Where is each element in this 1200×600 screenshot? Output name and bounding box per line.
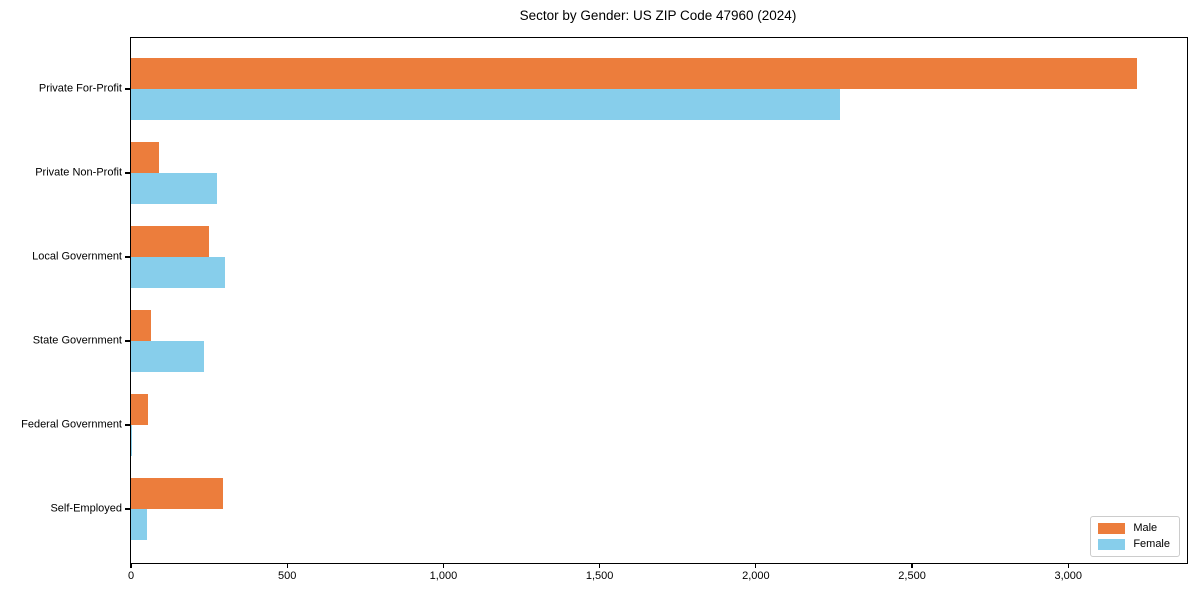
y-tick-label-private-for-profit: Private For-Profit (38, 82, 122, 95)
bar-female-federal-government (131, 425, 132, 456)
y-tick-label-private-non-profit: Private Non-Profit (35, 166, 122, 179)
x-tick-label: 1,000 (429, 570, 458, 582)
x-tick-mark (755, 563, 757, 568)
bar-male-private-non-profit (131, 142, 160, 173)
y-tick-mark (124, 424, 130, 426)
y-tick-mark (124, 340, 130, 342)
x-tick-mark (599, 563, 601, 568)
bar-female-local-government (131, 257, 225, 288)
legend: Male Female (1090, 516, 1180, 557)
x-tick-label: 0 (127, 570, 135, 582)
x-tick-label: 2,000 (742, 570, 770, 582)
x-tick-mark (1067, 563, 1069, 568)
legend-label: Male (1133, 522, 1158, 534)
bar-female-state-government (131, 341, 205, 372)
bar-male-state-government (131, 310, 152, 341)
bar-male-local-government (131, 226, 210, 257)
y-tick-label-federal-government: Federal Government (21, 418, 122, 431)
chart-title: Sector by Gender: US ZIP Code 47960 (202… (519, 8, 797, 23)
x-tick-label: 2,500 (898, 570, 926, 582)
y-tick-mark (124, 172, 130, 174)
y-tick-label-local-government: Local Government (32, 250, 122, 263)
bar-male-federal-government (131, 394, 149, 425)
x-tick-mark (130, 563, 132, 568)
x-tick-mark (911, 563, 913, 568)
bar-female-private-for-profit (131, 89, 841, 120)
y-tick-mark (124, 256, 130, 258)
legend-item-male: Male (1098, 523, 1170, 534)
x-tick-label: 500 (278, 570, 297, 582)
x-tick-mark (442, 563, 444, 568)
y-tick-label-self-employed: Self-Employed (50, 502, 122, 515)
legend-swatch-male (1098, 523, 1126, 534)
y-tick-mark (124, 508, 130, 510)
y-tick-mark (124, 88, 130, 90)
legend-swatch-female (1098, 539, 1126, 550)
bar-female-private-non-profit (131, 173, 217, 204)
x-tick-label: 3,000 (1054, 570, 1083, 582)
legend-label: Female (1133, 538, 1170, 550)
x-tick-mark (286, 563, 288, 568)
y-tick-label-state-government: State Government (32, 334, 122, 347)
x-tick-label: 1,500 (585, 570, 614, 582)
plot-area: Private For-Profit Private Non-Profit Loca… (21, 37, 1188, 582)
bar-male-private-for-profit (131, 58, 1137, 89)
legend-item-female: Female (1098, 539, 1170, 550)
bar-female-self-employed (131, 509, 147, 540)
bar-male-self-employed (131, 478, 224, 509)
